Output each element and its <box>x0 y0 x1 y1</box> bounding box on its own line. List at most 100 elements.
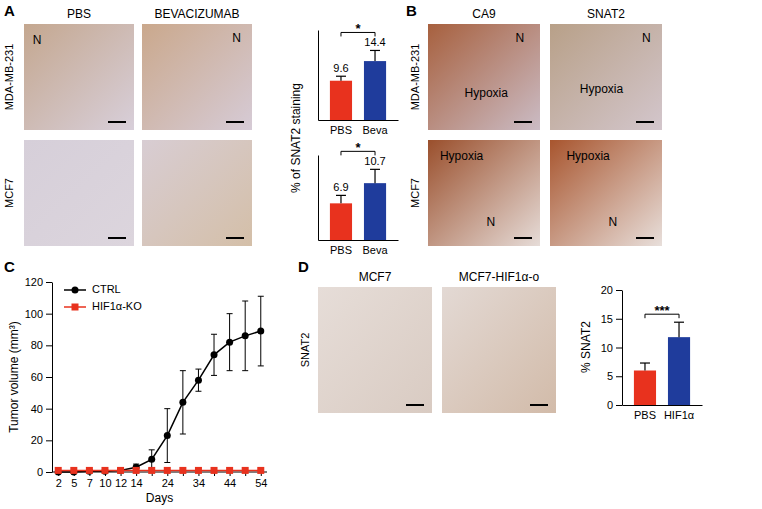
plot-area <box>55 296 265 475</box>
error-cap <box>258 365 264 366</box>
x-tick: PBS <box>330 120 352 136</box>
scale-bar <box>406 404 424 406</box>
error-cap <box>242 370 248 371</box>
error-bar <box>370 169 380 183</box>
column-header: SNAT2 <box>587 7 625 21</box>
marker <box>164 432 171 439</box>
panel-letter: C <box>4 258 15 275</box>
y-tick-mark <box>46 345 52 346</box>
image-label: N <box>232 31 241 45</box>
marker <box>195 377 202 384</box>
error-bar <box>180 371 186 434</box>
x-tick: Beva <box>362 120 388 136</box>
column-header: PBS <box>67 7 91 21</box>
x-tick-label: 7 <box>87 477 93 489</box>
micrograph <box>428 140 540 246</box>
x-tick-label: 5 <box>71 477 77 489</box>
marker <box>86 467 93 474</box>
error-line <box>374 169 375 183</box>
x-axis-title: Days <box>146 491 173 505</box>
x-axis-line <box>319 120 399 121</box>
bar-chart: PBSBeva6.910.7* <box>319 140 399 255</box>
x-tick-label: PBS <box>330 124 352 136</box>
scale-bar <box>226 237 244 239</box>
bar-chart: PBSBeva9.614.4*% of SNAT2 staining <box>289 21 399 192</box>
error-bar <box>149 450 155 469</box>
error-cap <box>336 195 346 196</box>
micrograph <box>442 287 556 413</box>
legend-marker <box>72 287 79 294</box>
marker <box>211 467 218 474</box>
y-tick-mark <box>46 440 52 441</box>
y-tick-mark <box>46 472 52 473</box>
x-axis: PBSHIF1α <box>623 405 703 421</box>
row-label: MCF7 <box>3 178 15 208</box>
marker <box>257 328 264 335</box>
image-label: N <box>608 215 617 229</box>
x-tick-label: HIF1α <box>664 409 695 421</box>
error-cap <box>164 408 170 409</box>
bar <box>330 81 352 120</box>
legend-label: HIF1α-KO <box>92 300 142 312</box>
error-cap <box>258 296 264 297</box>
x-tick: PBS <box>330 240 352 256</box>
y-axis-title: % SNAT2 <box>579 321 593 373</box>
scale-bar <box>530 404 548 406</box>
y-axis-title: % of SNAT2 staining <box>289 83 303 193</box>
scale-bar <box>108 121 126 123</box>
error-bar <box>227 314 233 371</box>
y-tick: 40 <box>31 403 52 415</box>
y-tick-label: 15 <box>601 313 613 325</box>
micrograph <box>550 24 662 130</box>
marker <box>242 332 249 339</box>
y-tick: 0 <box>607 399 622 411</box>
row-label: MDA-MB-231 <box>3 44 15 111</box>
y-tick-mark <box>46 377 52 378</box>
error-bar <box>164 409 170 463</box>
error-cap <box>242 301 248 302</box>
significance: * <box>355 21 361 36</box>
y-tick: 10 <box>601 342 622 354</box>
image-label: Hypoxia <box>566 149 610 163</box>
y-tick-mark <box>616 376 622 377</box>
y-tick-label: 20 <box>601 284 613 296</box>
error-bar <box>674 322 684 337</box>
marker <box>117 467 124 474</box>
error-line <box>340 76 341 81</box>
column-header: BEVACIZUMAB <box>154 7 239 21</box>
error-line <box>340 195 341 203</box>
y-axis <box>318 31 319 121</box>
x-tick: 34 <box>193 472 205 489</box>
y-tick-label: 40 <box>31 403 43 415</box>
image-label: Hypoxia <box>580 82 624 96</box>
error-bar <box>211 334 217 375</box>
y-tick-label: 80 <box>31 339 43 351</box>
y-tick-label: 0 <box>607 399 613 411</box>
marker <box>133 467 140 474</box>
x-axis: PBS Beva <box>319 120 399 136</box>
panel-letter: A <box>4 2 15 19</box>
y-tick-mark <box>616 319 622 320</box>
marker <box>70 467 77 474</box>
error-cap <box>195 391 201 392</box>
error-bar <box>370 50 380 61</box>
y-axis-line <box>318 31 319 121</box>
error-cap <box>370 50 380 51</box>
y-axis-line <box>318 156 319 241</box>
y-tick: 120 <box>25 276 52 288</box>
data-label: 14.4 <box>364 36 385 48</box>
x-tick-label: 10 <box>99 477 111 489</box>
y-tick: 20 <box>601 284 622 296</box>
y-tick: 15 <box>601 313 622 325</box>
y-axis-line <box>52 283 53 473</box>
image-label: Hypoxia <box>440 149 484 163</box>
x-tick: 24 <box>162 472 174 489</box>
error-cap <box>640 362 650 363</box>
y-axis: 020406080100120 <box>25 276 53 478</box>
x-tick-label: 14 <box>131 477 143 489</box>
x-tick: 12 <box>115 472 127 489</box>
error-cap <box>227 370 233 371</box>
row-label: MCF7 <box>409 178 421 208</box>
y-tick: 100 <box>25 308 52 320</box>
error-bar <box>242 301 248 371</box>
